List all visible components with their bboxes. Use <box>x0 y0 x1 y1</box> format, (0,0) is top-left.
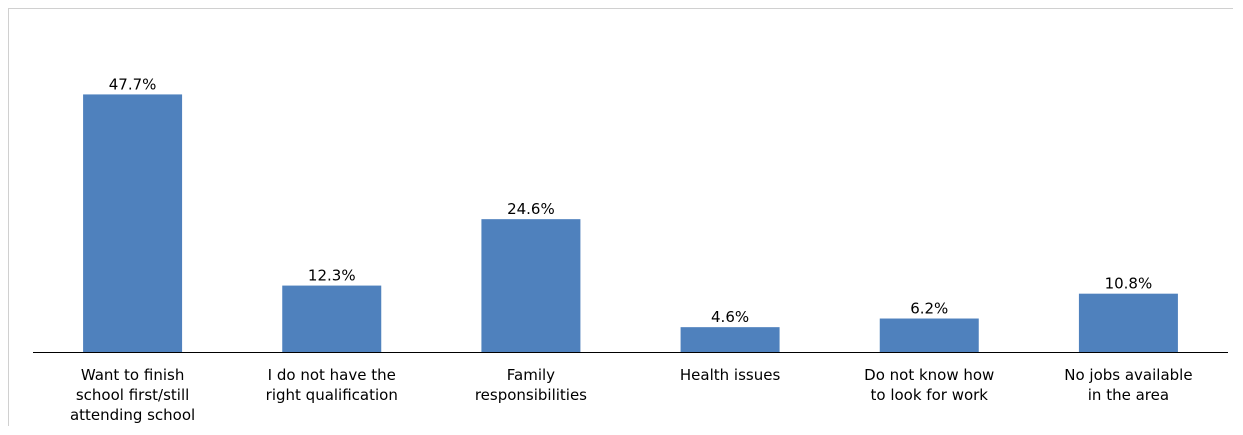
category-label-1: Want to finish school first/still attendin… <box>70 366 195 424</box>
bar-5 <box>879 318 979 352</box>
value-label-2: 12.3% <box>308 267 356 285</box>
bars-group <box>83 94 1178 353</box>
category-label-1-line-2: school first/still <box>76 386 189 404</box>
category-label-3: Family responsibilities <box>475 366 587 404</box>
category-label-2: I do not have the right qualification <box>266 366 398 404</box>
bar-3 <box>481 219 581 352</box>
category-label-2-line-1: I do not have the <box>268 366 396 384</box>
category-label-4-line-1: Health issues <box>680 366 781 384</box>
category-label-1-line-3: attending school <box>70 406 195 424</box>
category-label-4: Health issues <box>680 366 781 384</box>
category-label-5-line-2: to look for work <box>871 386 989 404</box>
chart-frame <box>8 8 1233 426</box>
category-labels-group: Want to finish school first/still attendin… <box>70 366 1193 424</box>
value-label-4: 4.6% <box>711 308 749 326</box>
category-label-3-line-2: responsibilities <box>475 386 587 404</box>
category-label-2-line-2: right qualification <box>266 386 398 404</box>
category-label-6-line-1: No jobs available <box>1064 366 1192 384</box>
category-label-1-line-1: Want to finish <box>81 366 185 384</box>
value-label-1: 47.7% <box>109 75 157 93</box>
bar-1 <box>83 94 183 353</box>
bar-4 <box>680 327 780 352</box>
value-labels-group: 47.7% 12.3% 24.6% 4.6% 6.2% 10.8% <box>109 75 1152 326</box>
bar-6 <box>1078 293 1178 352</box>
value-label-3: 24.6% <box>507 200 555 218</box>
category-label-6-line-2: in the area <box>1088 386 1169 404</box>
category-label-3-line-1: Family <box>507 366 555 384</box>
value-label-5: 6.2% <box>910 300 948 318</box>
category-label-6: No jobs available in the area <box>1064 366 1192 404</box>
bar-2 <box>282 285 382 352</box>
category-label-5: Do not know how to look for work <box>864 366 994 404</box>
category-label-5-line-1: Do not know how <box>864 366 994 384</box>
value-label-6: 10.8% <box>1105 275 1153 293</box>
